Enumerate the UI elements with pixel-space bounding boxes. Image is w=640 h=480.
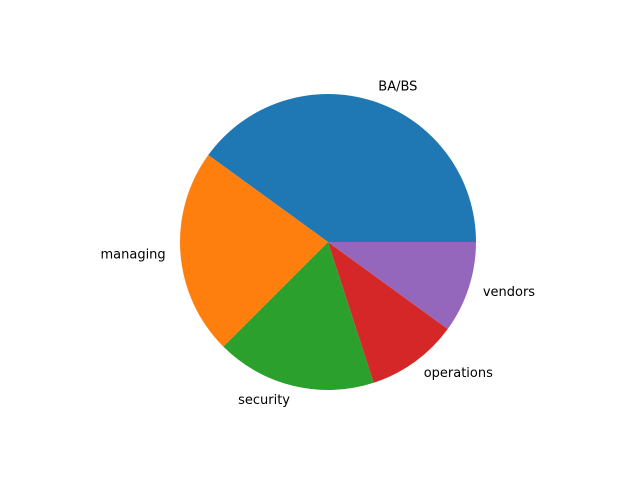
pie-label-vendors: vendors bbox=[483, 285, 535, 300]
pie-label-managing: managing bbox=[100, 247, 165, 262]
pie-slices bbox=[179, 94, 477, 391]
pie-label-ba-bs: BA/BS bbox=[378, 80, 417, 95]
pie-slice-ba-bs bbox=[208, 94, 477, 242]
pie-slice-security bbox=[223, 242, 374, 391]
pie-label-operations: operations bbox=[424, 366, 493, 381]
pie-slice-managing bbox=[179, 155, 328, 347]
pie-label-security: security bbox=[238, 393, 290, 408]
pie-labels: BA/BS managing security operations vendors bbox=[100, 80, 535, 408]
pie-slice-operations bbox=[328, 242, 448, 383]
pie-slice-vendors bbox=[328, 242, 476, 329]
